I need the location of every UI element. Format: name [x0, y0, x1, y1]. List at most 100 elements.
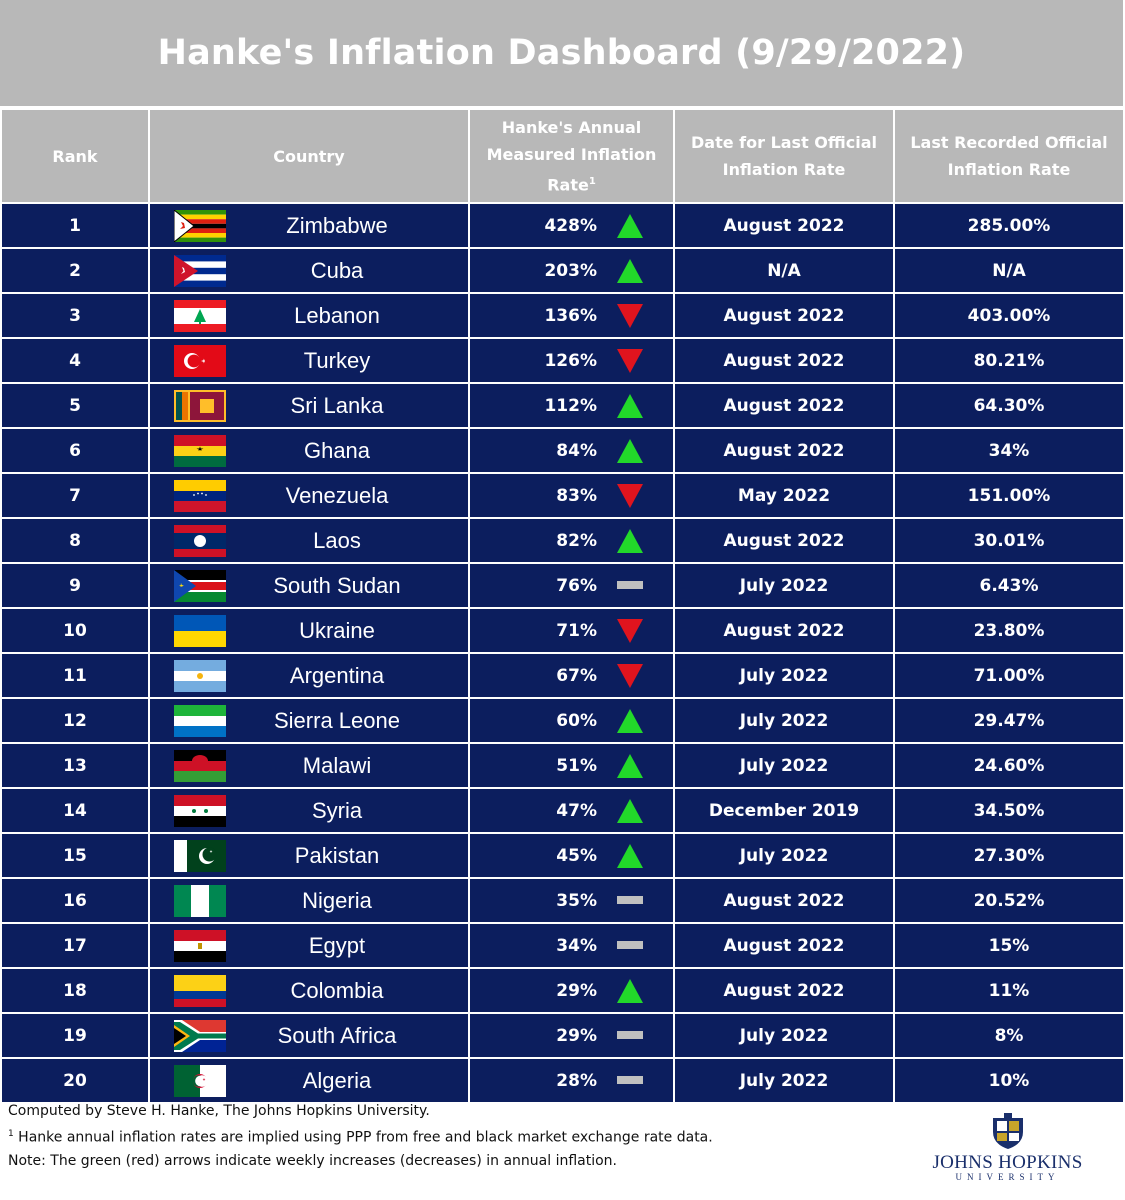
- no-change-bar-icon: [617, 940, 643, 949]
- official-rate-cell: 23.80%: [893, 607, 1125, 654]
- hanke-rate-value: 83%: [556, 485, 597, 506]
- pakistan-flag-icon: [174, 839, 226, 872]
- rank-cell: 16: [0, 877, 150, 924]
- hanke-rate-value: 45%: [556, 845, 597, 866]
- official-rate-cell: 29.47%: [893, 697, 1125, 744]
- trend-indicator: [615, 617, 645, 645]
- hanke-rate-cell: 84%: [468, 427, 675, 474]
- official-rate-cell: 24.60%: [893, 742, 1125, 789]
- hanke-rate-cell: 60%: [468, 697, 675, 744]
- footnote-marker: 1: [8, 1129, 14, 1139]
- header-hanke-rate: Hanke's Annual Measured Inflation Rate1: [468, 108, 675, 204]
- table-row: 2 Cuba 203% N/A N/A: [0, 247, 1125, 294]
- table-row: 8 Laos 82% August 2022 30.01%: [0, 517, 1125, 564]
- trend-indicator: [615, 932, 645, 960]
- header-official-line1: Last Recorded Official: [910, 133, 1108, 152]
- syria-flag-icon: [174, 794, 226, 827]
- trend-indicator: [615, 347, 645, 375]
- up-arrow-icon: [617, 438, 643, 463]
- official-date-cell: July 2022: [673, 1057, 895, 1104]
- country-name: South Sudan: [273, 572, 401, 598]
- hanke-rate-cell: 34%: [468, 922, 675, 969]
- table-row: 20 Algeria 28% July 2022 10%: [0, 1057, 1125, 1104]
- country-cell: Nigeria: [148, 877, 470, 924]
- title-bar: Hanke's Inflation Dashboard (9/29/2022): [0, 0, 1123, 106]
- south-sudan-flag-icon: [174, 569, 226, 602]
- header-footnote-marker: 1: [588, 175, 596, 187]
- header-date-line2: Inflation Rate: [722, 160, 846, 179]
- hanke-rate-cell: 428%: [468, 202, 675, 249]
- country-name: Cuba: [310, 257, 364, 283]
- hanke-rate-cell: 28%: [468, 1057, 675, 1104]
- table-header-row: Rank Country Hanke's Annual Measured Inf…: [0, 108, 1125, 204]
- trend-indicator: [615, 257, 645, 285]
- trend-indicator: [615, 707, 645, 735]
- header-official-date: Date for Last Official Inflation Rate: [673, 108, 895, 204]
- header-official-line2: Inflation Rate: [947, 160, 1071, 179]
- rank-cell: 8: [0, 517, 150, 564]
- country-cell: Sri Lanka: [148, 382, 470, 429]
- table-row: 7 Venezuela 83% May 2022 151.00%: [0, 472, 1125, 519]
- official-rate-cell: 80.21%: [893, 337, 1125, 384]
- table-row: 16 Nigeria 35% August 2022 20.52%: [0, 877, 1125, 924]
- country-name: Syria: [311, 797, 363, 823]
- hanke-rate-value: 60%: [556, 710, 597, 731]
- country-cell: Colombia: [148, 967, 470, 1014]
- laos-flag-icon: [174, 524, 226, 557]
- official-rate-cell: 11%: [893, 967, 1125, 1014]
- jhu-subtitle: UNIVERSITY: [955, 1172, 1060, 1182]
- trend-indicator: [615, 797, 645, 825]
- hanke-rate-value: 76%: [556, 575, 597, 596]
- hanke-rate-value: 71%: [556, 620, 597, 641]
- official-date-cell: July 2022: [673, 562, 895, 609]
- rank-cell: 11: [0, 652, 150, 699]
- rank-cell: 7: [0, 472, 150, 519]
- sierra-leone-flag-icon: [174, 704, 226, 737]
- hanke-rate-value: 82%: [556, 530, 597, 551]
- country-cell: Malawi: [148, 742, 470, 789]
- hanke-rate-value: 28%: [556, 1070, 597, 1091]
- up-arrow-icon: [617, 753, 643, 778]
- up-arrow-icon: [617, 213, 643, 238]
- country-cell: Zimbabwe: [148, 202, 470, 249]
- official-rate-cell: 71.00%: [893, 652, 1125, 699]
- table-row: 14 Syria 47% December 2019 34.50%: [0, 787, 1125, 834]
- country-cell: Laos: [148, 517, 470, 564]
- official-rate-cell: 151.00%: [893, 472, 1125, 519]
- rank-cell: 2: [0, 247, 150, 294]
- hanke-rate-cell: 47%: [468, 787, 675, 834]
- trend-indicator: [615, 842, 645, 870]
- footer-note: Note: The green (red) arrows indicate we…: [8, 1152, 617, 1169]
- up-arrow-icon: [617, 843, 643, 868]
- down-arrow-icon: [617, 618, 643, 643]
- up-arrow-icon: [617, 708, 643, 733]
- trend-indicator: [615, 392, 645, 420]
- table-body: 1 Zimbabwe 428% August 2022 285.00% 2 Cuba 203%…: [0, 202, 1125, 1104]
- official-rate-cell: 34.50%: [893, 787, 1125, 834]
- rank-cell: 20: [0, 1057, 150, 1104]
- rank-cell: 4: [0, 337, 150, 384]
- table-row: 18 Colombia 29% August 2022 11%: [0, 967, 1125, 1014]
- official-date-cell: August 2022: [673, 427, 895, 474]
- footnote-text: Hanke annual inflation rates are implied…: [13, 1129, 713, 1146]
- ukraine-flag-icon: [174, 614, 226, 647]
- hanke-rate-value: 29%: [556, 1025, 597, 1046]
- country-name: Egypt: [308, 932, 366, 958]
- official-date-cell: August 2022: [673, 877, 895, 924]
- header-hanke-line3: Rate: [547, 175, 589, 195]
- no-change-bar-icon: [617, 895, 643, 904]
- country-name: Sri Lanka: [290, 392, 384, 418]
- rank-cell: 9: [0, 562, 150, 609]
- hanke-rate-value: 126%: [544, 350, 597, 371]
- jhu-logo: JOHNS HOPKINS UNIVERSITY: [925, 1112, 1090, 1188]
- country-name: Ghana: [303, 437, 371, 463]
- official-rate-cell: 30.01%: [893, 517, 1125, 564]
- table-row: 15 Pakistan 45% July 2022 27.30%: [0, 832, 1125, 879]
- sri-lanka-flag-icon: [174, 389, 226, 422]
- rank-cell: 18: [0, 967, 150, 1014]
- no-change-bar-icon: [617, 1075, 643, 1084]
- hanke-rate-cell: 29%: [468, 967, 675, 1014]
- country-cell: Algeria: [148, 1057, 470, 1104]
- down-arrow-icon: [617, 348, 643, 373]
- down-arrow-icon: [617, 663, 643, 688]
